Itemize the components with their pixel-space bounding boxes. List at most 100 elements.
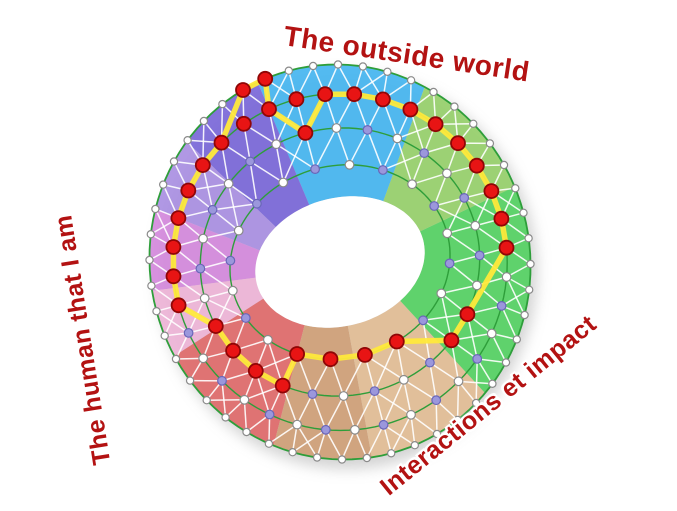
node-ring3-6 bbox=[331, 123, 342, 133]
node-outer-30 bbox=[242, 427, 251, 437]
node-ring2-7 bbox=[346, 86, 363, 103]
node-ring2-22 bbox=[239, 394, 250, 405]
node-inner-3 bbox=[378, 165, 388, 175]
node-inner-2 bbox=[407, 179, 418, 190]
node-outer-10 bbox=[333, 60, 343, 69]
node-ring3-9 bbox=[245, 156, 256, 167]
node-ring3-26 bbox=[472, 280, 482, 291]
node-ring2-24 bbox=[292, 419, 303, 430]
node-outer-1 bbox=[511, 184, 520, 193]
node-outer-45 bbox=[525, 285, 534, 294]
node-ring3-15 bbox=[207, 318, 224, 335]
node-ring3-27 bbox=[474, 250, 485, 261]
node-outer-3 bbox=[485, 139, 495, 148]
node-ring3-1 bbox=[459, 192, 470, 203]
node-ring3-13 bbox=[195, 263, 206, 274]
node-ring2-31 bbox=[472, 354, 483, 364]
node-outer-24 bbox=[152, 307, 161, 316]
sector-green bbox=[400, 186, 531, 394]
node-outer-34 bbox=[337, 455, 347, 464]
node-outer-9 bbox=[358, 62, 368, 71]
node-ring2-16 bbox=[165, 239, 182, 255]
node-outer-13 bbox=[257, 70, 274, 87]
node-outer-47 bbox=[524, 233, 533, 243]
node-outer-28 bbox=[202, 396, 211, 405]
node-ring3-7 bbox=[297, 124, 314, 141]
node-ring3-24 bbox=[443, 332, 460, 349]
node-outer-5 bbox=[450, 102, 459, 111]
node-outer-2 bbox=[499, 160, 509, 170]
node-outer-39 bbox=[453, 415, 462, 425]
node-inner-19 bbox=[444, 258, 455, 269]
node-outer-40 bbox=[471, 398, 481, 408]
node-outer-46 bbox=[526, 259, 535, 269]
node-ring2-21 bbox=[217, 375, 227, 386]
node-outer-31 bbox=[264, 439, 274, 448]
node-inner-12 bbox=[263, 334, 273, 345]
node-outer-33 bbox=[312, 453, 322, 462]
node-ring3-2 bbox=[442, 168, 452, 179]
node-outer-0 bbox=[519, 208, 528, 217]
node-ring2-13 bbox=[194, 157, 211, 174]
node-ring2-19 bbox=[183, 328, 194, 338]
node-outer-29 bbox=[221, 413, 230, 422]
node-ring2-27 bbox=[378, 419, 389, 430]
sector-violet bbox=[155, 141, 276, 251]
node-outer-23 bbox=[147, 281, 156, 290]
node-inner-16 bbox=[388, 333, 405, 350]
node-ring3-12 bbox=[198, 233, 209, 244]
node-outer-36 bbox=[387, 449, 396, 458]
node-outer-14 bbox=[235, 82, 251, 98]
node-outer-43 bbox=[512, 335, 522, 344]
node-ring2-10 bbox=[261, 101, 277, 118]
node-inner-18 bbox=[436, 288, 447, 299]
node-ring3-5 bbox=[362, 124, 373, 135]
node-ring3-25 bbox=[459, 306, 476, 323]
node-outer-42 bbox=[501, 358, 511, 367]
node-ring3-18 bbox=[274, 377, 291, 394]
node-outer-6 bbox=[429, 87, 438, 97]
node-ring3-8 bbox=[271, 139, 282, 150]
node-ring2-4 bbox=[427, 116, 444, 133]
node-inner-9 bbox=[225, 255, 236, 266]
node-inner-1 bbox=[429, 201, 440, 211]
node-outer-16 bbox=[199, 116, 209, 126]
node-outer-37 bbox=[410, 441, 419, 450]
node-ring3-16 bbox=[225, 342, 242, 359]
node-outer-15 bbox=[218, 99, 227, 109]
donut-hole bbox=[255, 196, 425, 328]
node-ring2-26 bbox=[350, 424, 360, 435]
node-ring2-20 bbox=[198, 353, 209, 364]
node-ring2-32 bbox=[486, 328, 497, 339]
node-inner-0 bbox=[442, 228, 453, 239]
node-outer-44 bbox=[520, 310, 529, 320]
node-ring3-19 bbox=[307, 389, 318, 400]
node-ring3-4 bbox=[392, 133, 403, 144]
sector-green-light bbox=[383, 87, 515, 232]
sector-indigo bbox=[186, 82, 310, 227]
node-ring2-2 bbox=[468, 157, 485, 174]
node-outer-19 bbox=[158, 180, 168, 189]
node-ring2-9 bbox=[288, 91, 305, 108]
node-ring3-14 bbox=[199, 293, 210, 304]
node-inner-17 bbox=[418, 315, 429, 326]
node-outer-22 bbox=[145, 255, 154, 265]
node-inner-5 bbox=[310, 164, 321, 175]
node-ring2-11 bbox=[235, 115, 252, 132]
node-outer-18 bbox=[169, 157, 179, 166]
node-inner-14 bbox=[322, 351, 339, 368]
node-outer-27 bbox=[185, 376, 195, 385]
node-ring2-14 bbox=[180, 182, 197, 199]
node-outer-12 bbox=[284, 66, 293, 75]
node-ring2-17 bbox=[165, 268, 182, 285]
node-outer-35 bbox=[362, 453, 372, 463]
node-ring3-22 bbox=[398, 374, 409, 385]
node-outer-4 bbox=[469, 119, 478, 129]
node-ring3-3 bbox=[419, 148, 430, 159]
node-ring2-3 bbox=[450, 135, 466, 152]
node-outer-7 bbox=[406, 76, 416, 85]
node-ring3-17 bbox=[247, 362, 264, 379]
node-ring2-30 bbox=[453, 376, 464, 387]
node-inner-10 bbox=[227, 285, 238, 296]
